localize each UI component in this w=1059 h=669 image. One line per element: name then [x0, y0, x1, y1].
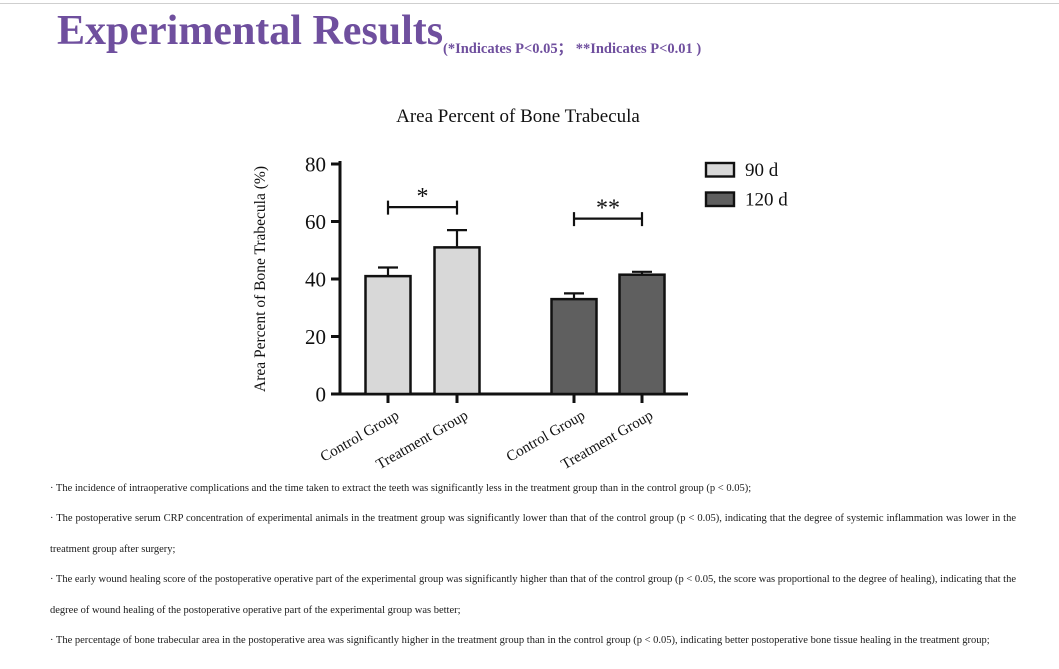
- chart-title: Area Percent of Bone Trabecula: [396, 106, 640, 127]
- bar: [618, 273, 666, 396]
- bar-chart: Area Percent of Bone Trabecula Area Perce…: [252, 106, 788, 473]
- y-axis-tick-label: 80: [305, 153, 326, 177]
- y-axis-label: Area Percent of Bone Trabecula (%): [252, 166, 269, 392]
- y-axis-tick-label: 0: [316, 383, 327, 407]
- note-paragraph: · The postoperative serum CRP concentrat…: [50, 513, 1016, 555]
- legend-swatch: [704, 191, 736, 208]
- note-paragraph: · The percentage of bone trabecular area…: [50, 635, 990, 647]
- legend-swatch: [704, 161, 736, 178]
- slide-top-border: [0, 3, 1059, 4]
- bar: [433, 246, 481, 396]
- significance-label: **: [596, 196, 620, 222]
- y-axis-tick-label: 60: [305, 210, 326, 234]
- y-axis-tick-label: 20: [305, 325, 326, 349]
- bar: [550, 297, 598, 396]
- significance-key-note: (*Indicates P<0.05； **Indicates P<0.01 ): [443, 41, 702, 57]
- page-title: Experimental Results: [57, 8, 444, 54]
- y-axis-tick-label: 40: [305, 268, 326, 292]
- note-paragraph: · The early wound healing score of the p…: [50, 574, 1016, 616]
- bar: [364, 274, 412, 396]
- note-paragraph: · The incidence of intraoperative compli…: [50, 483, 752, 494]
- findings-notes: · The incidence of intraoperative compli…: [50, 474, 1016, 656]
- legend-label: 120 d: [745, 190, 788, 211]
- legend-label: 90 d: [745, 160, 779, 181]
- chart-area: Area Percent of Bone Trabecula Area Perce…: [240, 95, 800, 473]
- significance-label: *: [417, 184, 429, 210]
